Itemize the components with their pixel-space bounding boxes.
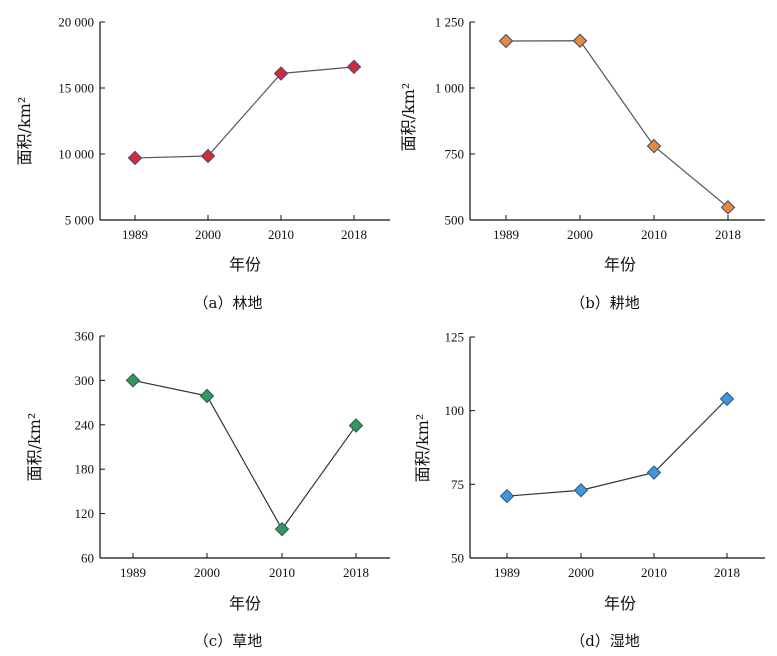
panel-c-ylabel: 面积/km²	[25, 413, 44, 482]
panel-a-point-2010	[273, 66, 289, 81]
panel-d-caption: （d）湿地	[570, 632, 640, 650]
panel-b-point-2018	[720, 200, 736, 215]
panel-c-ytick-label: 360	[75, 329, 95, 344]
panel-a-xlabel: 年份	[229, 255, 261, 274]
panel-d-xtick-label: 2018	[714, 565, 740, 580]
panel-c-ytick-label: 240	[75, 417, 95, 432]
panel-d-xtick-label: 2010	[641, 565, 667, 580]
panel-b-xtick-label: 2010	[641, 227, 667, 242]
panel-c-ytick-label: 120	[75, 506, 95, 521]
panel-c-xtick-label: 2000	[194, 565, 220, 580]
panel-c-xtick-label: 1989	[120, 565, 146, 580]
panel-a-point-2000	[200, 148, 216, 164]
panel-b-point-1989	[498, 33, 514, 49]
panel-a-point-1989	[127, 150, 143, 166]
panel-a-xtick-label: 2010	[268, 227, 294, 242]
panel-b-caption: （b）耕地	[570, 294, 640, 312]
panel-d-xtick-label: 2000	[568, 565, 594, 580]
panel-a-ylabel: 面积/km²	[15, 97, 34, 166]
panel-c-ytick-label: 60	[81, 551, 94, 566]
panel-d-ytick-label: 50	[451, 551, 464, 566]
panel-c-ytick-label: 300	[75, 373, 95, 388]
panel-d-series-line	[506, 398, 728, 497]
panel-d-ytick-label: 75	[451, 477, 464, 492]
panel-b-ytick-label: 1 000	[435, 81, 464, 96]
panel-b-xtick-label: 2018	[715, 227, 741, 242]
panel-b-series-line	[505, 40, 729, 208]
panel-c-point-2000	[199, 388, 215, 404]
panel-c-xtick-label: 2010	[269, 565, 295, 580]
panel-a-ytick-label: 5 000	[65, 213, 94, 228]
panel-a-forest: 面积/km² 年份 （a）林地 5 000 10 000 15 000 20 000 1…	[15, 15, 390, 312]
panel-d-point-1989	[499, 488, 515, 504]
panel-b-farmland: 面积/km² 年份 （b）耕地 500 750 1 000 1 250 1989 2000…	[399, 15, 765, 312]
panel-a-ytick-label: 15 000	[58, 81, 94, 96]
panel-a-xtick-label: 2018	[341, 227, 367, 242]
panel-a-xtick-label: 1989	[122, 227, 148, 242]
panel-b-point-2000	[572, 33, 588, 49]
panel-d-point-2000	[573, 482, 589, 498]
panel-b-xlabel: 年份	[604, 255, 636, 274]
panel-a-caption: （a）林地	[194, 294, 263, 312]
panel-b-ylabel: 面积/km²	[399, 83, 418, 152]
panel-c-point-2018	[348, 418, 364, 433]
panel-d-point-2010	[646, 465, 662, 480]
panel-b-ytick-label: 1 250	[435, 15, 464, 30]
panel-a-xtick-label: 2000	[195, 227, 221, 242]
panel-a-ytick-label: 10 000	[58, 147, 94, 162]
panel-c-point-2010	[274, 521, 290, 537]
panel-b-xtick-label: 1989	[493, 227, 519, 242]
panel-c-grassland: 面积/km² 年份 （c）草地 60 120 180 240 300 360 1989 200…	[25, 329, 390, 650]
panel-b-ytick-label: 500	[445, 213, 465, 228]
panel-d-ylabel: 面积/km²	[413, 414, 432, 483]
panel-c-xlabel: 年份	[229, 594, 261, 613]
panel-a-ytick-label: 20 000	[58, 15, 94, 30]
panel-d-ytick-label: 100	[445, 403, 465, 418]
panel-d-xtick-label: 1989	[494, 565, 520, 580]
panel-b-point-2010	[646, 138, 662, 154]
panel-d-xlabel: 年份	[604, 594, 636, 613]
panel-c-point-1989	[125, 373, 141, 388]
panel-a-point-2018	[346, 59, 362, 75]
panel-d-point-2018	[719, 391, 735, 407]
panel-c-ytick-label: 180	[75, 462, 95, 477]
panel-c-series-line	[132, 379, 357, 531]
panel-c-xtick-label: 2018	[343, 565, 369, 580]
panel-b-xtick-label: 2000	[567, 227, 593, 242]
panel-d-wetland: 面积/km² 年份 （d）湿地 50 75 100 125 1989 2000 2010 20…	[413, 330, 765, 650]
panel-b-ytick-label: 750	[445, 147, 465, 162]
panel-a-series-line	[134, 66, 355, 159]
panel-d-ytick-label: 125	[445, 330, 465, 345]
panel-c-caption: （c）草地	[194, 632, 262, 650]
